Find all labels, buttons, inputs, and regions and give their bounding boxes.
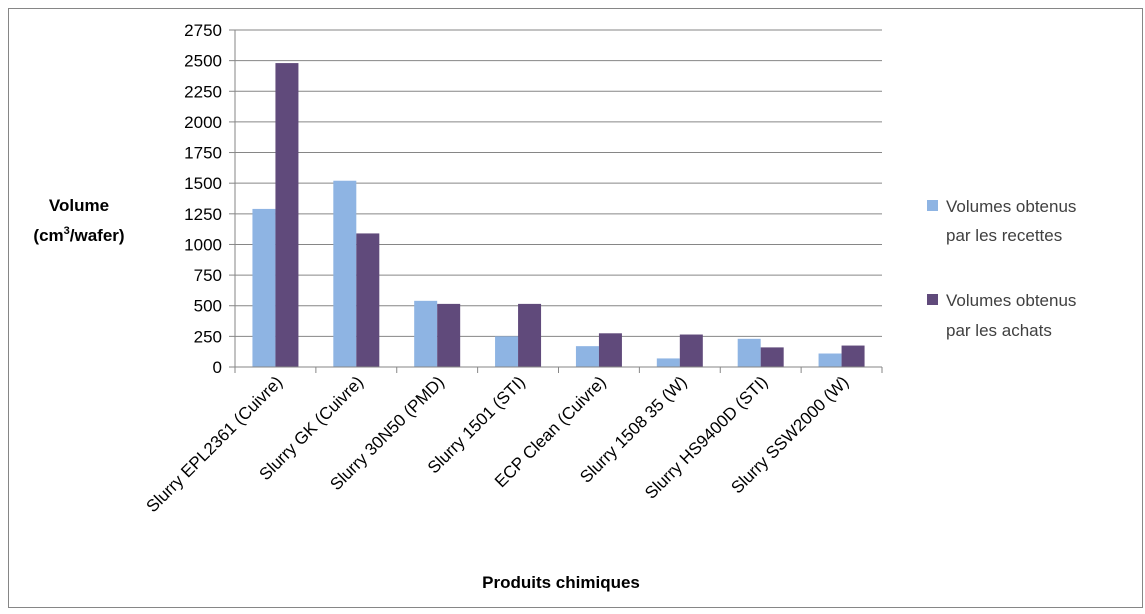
y-tick-label: 1750 — [184, 144, 222, 163]
y-axis-label-suffix: /wafer) — [70, 226, 125, 245]
y-tick-labels: 0 250 500 750 1000 1250 1500 1750 2000 2250 2500 27… — [184, 21, 222, 377]
bar-series2-7 — [760, 347, 784, 367]
y-axis-label-line2: (cm3/wafer) — [33, 225, 124, 245]
x-axis-label: Produits chimiques — [482, 573, 640, 592]
chart-svg: 0 250 500 750 1000 1250 1500 1750 2000 2250 2500 27… — [33, 21, 1076, 592]
chart-frame: 0 250 500 750 1000 1250 1500 1750 2000 2250 2500 27… — [8, 8, 1143, 608]
bar-series1-2 — [333, 180, 357, 367]
y-axis-label-line1: Volume — [49, 196, 109, 215]
y-tick-label: 500 — [194, 297, 222, 316]
bar-series1-4 — [495, 336, 519, 367]
bar-series2-1 — [275, 63, 299, 367]
bars — [252, 63, 865, 367]
bar-series1-6 — [656, 358, 680, 367]
y-tick-label: 2250 — [184, 82, 222, 101]
axes — [229, 29, 883, 373]
legend-label-recettes-line2: par les recettes — [946, 226, 1062, 245]
y-axis-label-prefix: (cm — [33, 226, 63, 245]
legend-swatch-recettes — [927, 200, 938, 211]
y-tick-label: 1500 — [184, 174, 222, 193]
y-tick-label: 0 — [213, 358, 222, 377]
y-tick-label: 1250 — [184, 205, 222, 224]
y-tick-label: 2750 — [184, 21, 222, 40]
y-tick-label: 1000 — [184, 235, 222, 254]
legend-label-achats-line2: par les achats — [946, 321, 1052, 340]
legend-label-recettes-line1: Volumes obtenus — [946, 197, 1076, 216]
legend-label-achats-line1: Volumes obtenus — [946, 291, 1076, 310]
bar-series1-5 — [575, 346, 599, 367]
gridlines — [235, 29, 882, 337]
bar-series2-8 — [841, 345, 865, 367]
bar-series2-2 — [356, 233, 380, 367]
y-axis-label-superscript: 3 — [64, 225, 70, 237]
y-tick-label: 2500 — [184, 52, 222, 71]
y-tick-label: 2000 — [184, 113, 222, 132]
x-tick-labels: Slurry EPL2361 (Cuivre)Slurry GK (Cuivre… — [143, 372, 853, 516]
bar-series1-7 — [737, 338, 761, 367]
bar-series2-3 — [437, 303, 461, 367]
bar-series1-3 — [414, 300, 438, 367]
y-tick-label: 250 — [194, 327, 222, 346]
bar-series2-5 — [598, 333, 622, 367]
legend: Volumes obtenus par les recettes Volumes… — [927, 197, 1076, 340]
bar-series2-4 — [518, 303, 542, 367]
legend-swatch-achats — [927, 294, 938, 305]
bar-series1-8 — [818, 353, 842, 367]
x-tick-label: Slurry EPL2361 (Cuivre) — [143, 372, 287, 516]
y-tick-label: 750 — [194, 266, 222, 285]
bar-series2-6 — [679, 334, 703, 367]
bar-series1-1 — [252, 208, 276, 367]
